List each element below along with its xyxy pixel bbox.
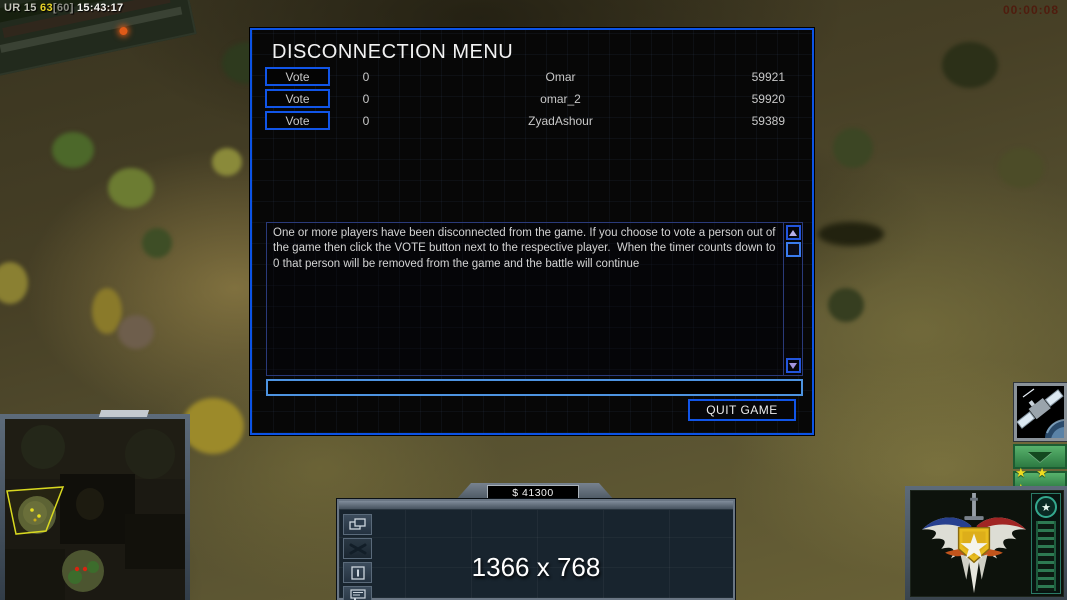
- tree: [52, 132, 94, 168]
- tree: [92, 288, 122, 334]
- disconnection-menu-dialog: DISCONNECTION MENU Vote 0 Omar 59921 Vot…: [250, 28, 814, 435]
- tree: [182, 398, 244, 454]
- idle-worker-button[interactable]: [343, 514, 372, 535]
- vote-count: 0: [362, 113, 370, 128]
- disconnect-countdown: 59389: [751, 113, 785, 128]
- resolution-watermark: 1366 x 768: [471, 552, 601, 582]
- faction-panel-inner: ★: [910, 490, 1064, 597]
- money-display: $ 41300: [487, 485, 579, 500]
- spy-satellite-button[interactable]: [1014, 383, 1067, 455]
- vote-count: 0: [362, 91, 370, 106]
- tree: [118, 315, 154, 349]
- beacon-button[interactable]: [343, 586, 372, 600]
- shadow-patch: [818, 222, 884, 246]
- perf-label: UR 15: [4, 2, 37, 14]
- fps-cap: [60]: [52, 2, 74, 14]
- command-bar-side-buttons: [343, 514, 372, 600]
- star-icon: ★: [1041, 501, 1051, 514]
- tree: [942, 42, 998, 88]
- player-name: Omar: [545, 69, 576, 84]
- experience-strip: ★: [1031, 493, 1061, 594]
- satellite-icon: [1016, 388, 1067, 455]
- system-clock: 15:43:17: [77, 2, 124, 14]
- minimap-frame-tab: [98, 410, 150, 417]
- player-name: omar_2: [540, 91, 581, 106]
- usa-eagle-emblem-icon: [922, 493, 1026, 594]
- command-bar-top-trim: [339, 501, 733, 510]
- message-scrollbar[interactable]: [783, 223, 802, 375]
- info-icon: [350, 565, 365, 580]
- vote-button[interactable]: Vote: [265, 89, 330, 108]
- player-name: ZyadAshour: [528, 113, 593, 128]
- tree: [998, 148, 1044, 188]
- tree: [108, 168, 154, 208]
- chat-input[interactable]: [266, 379, 803, 396]
- tree: [833, 128, 873, 168]
- minimap[interactable]: [5, 419, 185, 600]
- disconnect-countdown: 59920: [751, 91, 785, 106]
- table-row: Vote 0 ZyadAshour 59389: [265, 110, 797, 131]
- tree: [142, 228, 172, 258]
- scroll-up-icon: [789, 229, 797, 236]
- table-row: Vote 0 Omar 59921: [265, 66, 797, 87]
- perf-stats: UR 15 63[60] 15:43:17: [4, 2, 123, 14]
- fps-value: 63: [40, 2, 53, 14]
- info-button[interactable]: [343, 562, 372, 583]
- vote-button[interactable]: Vote: [265, 111, 330, 130]
- match-timer: 00:00:08: [1002, 3, 1059, 17]
- minimap-panel: [0, 410, 190, 600]
- dialog-title: DISCONNECTION MENU: [272, 41, 514, 63]
- chevron-down-icon: [1028, 451, 1052, 462]
- faction-panel: ★: [905, 486, 1067, 600]
- options-button[interactable]: [343, 538, 372, 559]
- disconnect-message: One or more players have been disconnect…: [273, 227, 779, 270]
- windows-icon: [348, 517, 366, 530]
- vote-button[interactable]: Vote: [265, 67, 330, 86]
- tree: [0, 262, 28, 304]
- scroll-down-button[interactable]: [785, 358, 801, 373]
- table-row: Vote 0 omar_2 59920: [265, 88, 797, 109]
- player-vote-table: Vote 0 Omar 59921 Vote 0 omar_2 59920 Vo…: [265, 66, 797, 132]
- command-bar: 1366 x 768: [337, 499, 735, 600]
- scroll-up-button[interactable]: [785, 225, 801, 240]
- disconnect-message-box: One or more players have been disconnect…: [266, 222, 803, 376]
- experience-meter: [1036, 521, 1056, 591]
- vote-count: 0: [362, 69, 370, 84]
- tools-icon: [349, 543, 366, 554]
- tree: [828, 288, 864, 322]
- disconnect-countdown: 59921: [751, 69, 785, 84]
- scroll-down-icon: [789, 362, 797, 369]
- rank-star-button[interactable]: ★: [1035, 496, 1057, 518]
- sign-icon: [349, 589, 366, 600]
- collapse-science-panel-button[interactable]: [1013, 444, 1067, 469]
- camera-view-indicator: [6, 486, 65, 535]
- tree: [212, 148, 242, 176]
- quit-game-button[interactable]: QUIT GAME: [688, 399, 796, 421]
- scrollbar-thumb[interactable]: [785, 242, 801, 257]
